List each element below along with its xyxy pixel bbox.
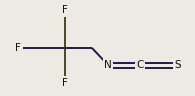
Text: F: F: [62, 5, 68, 15]
Text: S: S: [175, 60, 181, 70]
Text: N: N: [104, 60, 112, 70]
Text: C: C: [136, 60, 144, 70]
Text: F: F: [15, 43, 21, 53]
Text: F: F: [62, 78, 68, 88]
